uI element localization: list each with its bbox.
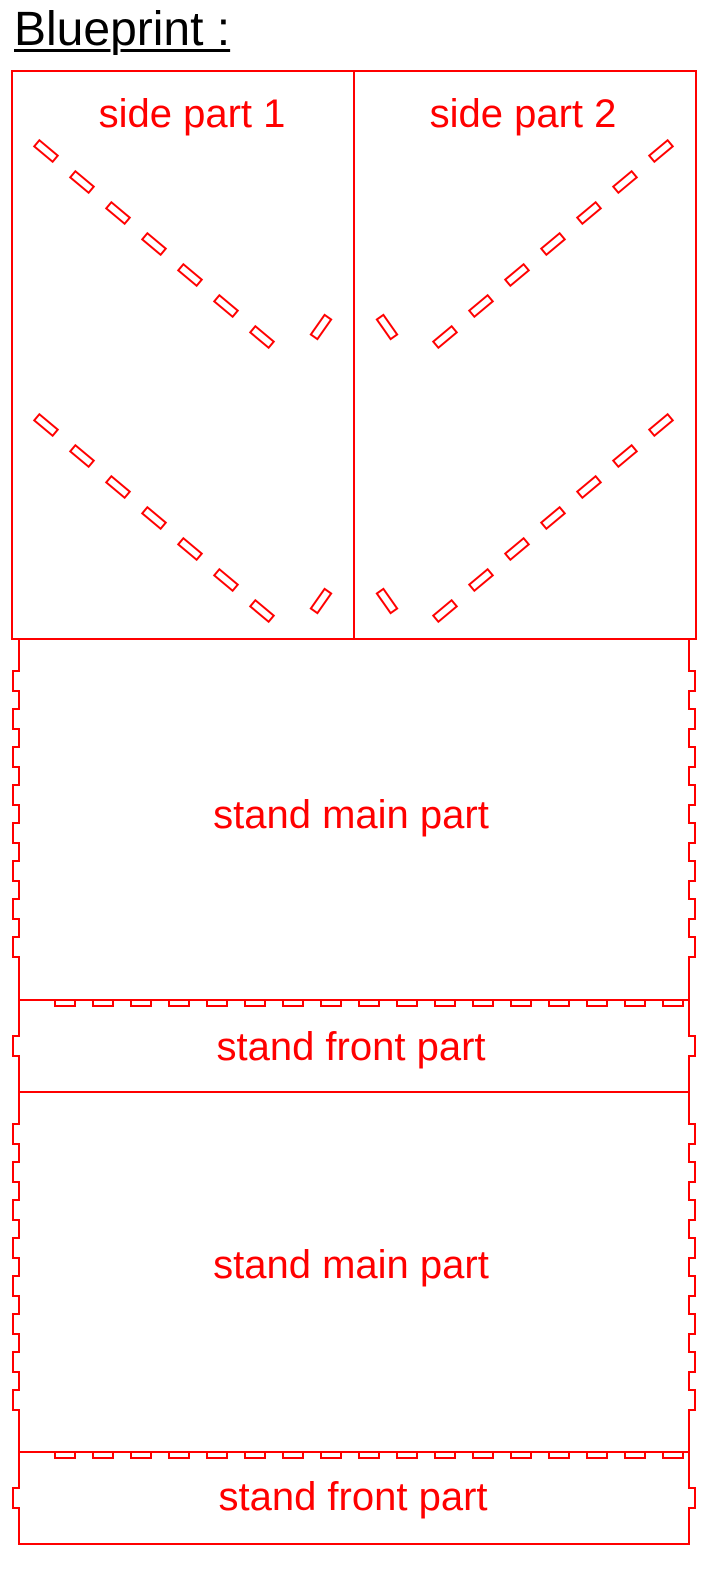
- side-part-1-lower-slot-2: [104, 474, 132, 500]
- side-part-2-lower-slot-1: [611, 443, 639, 469]
- side-part-1-upper-slot-1: [68, 169, 96, 195]
- side-part-1-lower-slot-1: [68, 443, 96, 469]
- side-part-2-lower-slot-2: [575, 474, 603, 500]
- side-part-2-lower-slot-end: [375, 587, 399, 615]
- slot-cutouts: [32, 138, 675, 624]
- stand-main-part-1-label: stand main part: [213, 793, 489, 837]
- side-part-2-upper-slot-end: [375, 313, 399, 341]
- side-part-2-upper-slot-5: [467, 293, 495, 319]
- side-part-1-lower-slot-4: [176, 536, 204, 562]
- stand-front-part-2-outline: [12, 1451, 696, 1545]
- side-part-2-upper-slot-1: [611, 169, 639, 195]
- side-part-1-lower-slot-end: [309, 587, 333, 615]
- side-part-1-upper-slot-0: [32, 138, 60, 164]
- side-part-1-lower-slot-0: [32, 412, 60, 438]
- part-outlines: [11, 70, 697, 1545]
- side-part-2-label: side part 2: [430, 92, 617, 136]
- stand-front-part-2-label: stand front part: [218, 1475, 487, 1519]
- side-part-1-lower-slot-5: [212, 567, 240, 593]
- side-part-1-lower-slot-3: [140, 505, 168, 531]
- side-part-2-upper-slot-4: [503, 262, 531, 288]
- side-part-2-upper-slot-6: [431, 324, 459, 350]
- side-part-2-lower-slot-4: [503, 536, 531, 562]
- side-part-1-lower-slot-6: [248, 598, 276, 624]
- side-part-2-upper-slot-2: [575, 200, 603, 226]
- side-part-2-lower-slot-6: [431, 598, 459, 624]
- stand-front-part-1-outline: [12, 999, 696, 1093]
- side-part-2-lower-slot-0: [647, 412, 675, 438]
- side-part-2-upper-slot-0: [647, 138, 675, 164]
- side-part-1-upper-slot-2: [104, 200, 132, 226]
- side-part-1-upper-slot-end: [309, 313, 333, 341]
- side-part-2-lower-slot-5: [467, 567, 495, 593]
- side-part-1-label: side part 1: [99, 92, 286, 136]
- side-part-2-lower-slot-3: [539, 505, 567, 531]
- stand-front-part-1-label: stand front part: [216, 1025, 485, 1069]
- stand-main-part-2-label: stand main part: [213, 1243, 489, 1287]
- side-part-1-upper-slot-5: [212, 293, 240, 319]
- side-part-1-upper-slot-3: [140, 231, 168, 257]
- side-parts-outline: [11, 70, 697, 640]
- side-part-2-upper-slot-3: [539, 231, 567, 257]
- side-part-1-upper-slot-4: [176, 262, 204, 288]
- side-part-1-upper-slot-6: [248, 324, 276, 350]
- blueprint-heading: Blueprint :: [14, 3, 231, 56]
